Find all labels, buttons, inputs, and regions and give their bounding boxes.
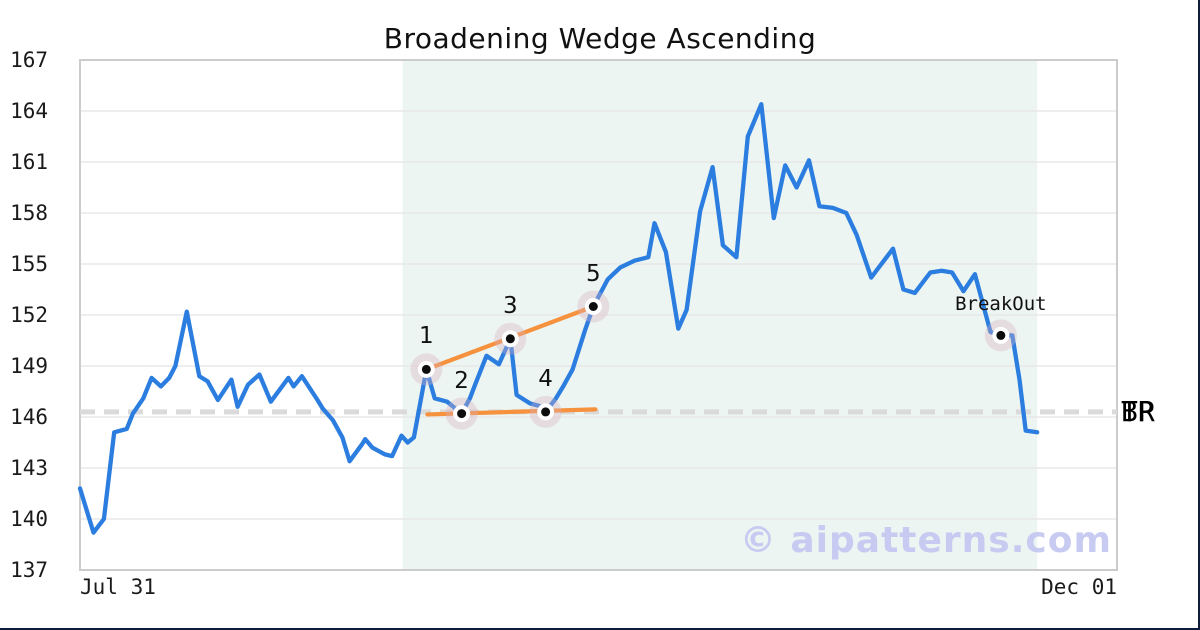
plot-border — [79, 59, 1118, 571]
marker-dot-1 — [421, 364, 431, 374]
marker-dot-3 — [505, 334, 515, 344]
marker-dot-2 — [457, 409, 467, 419]
marker-dot-5 — [588, 302, 598, 311]
chart-title: Broadening Wedge Ascending — [383, 22, 817, 55]
marker-dot-4 — [541, 407, 551, 417]
frame-edge-bottom — [0, 628, 1200, 630]
watermark: © aipatterns.com — [739, 520, 1112, 561]
marker-dot-breakout — [996, 330, 1006, 340]
price-line — [77, 102, 1040, 535]
frame-edge-right — [1198, 0, 1200, 630]
